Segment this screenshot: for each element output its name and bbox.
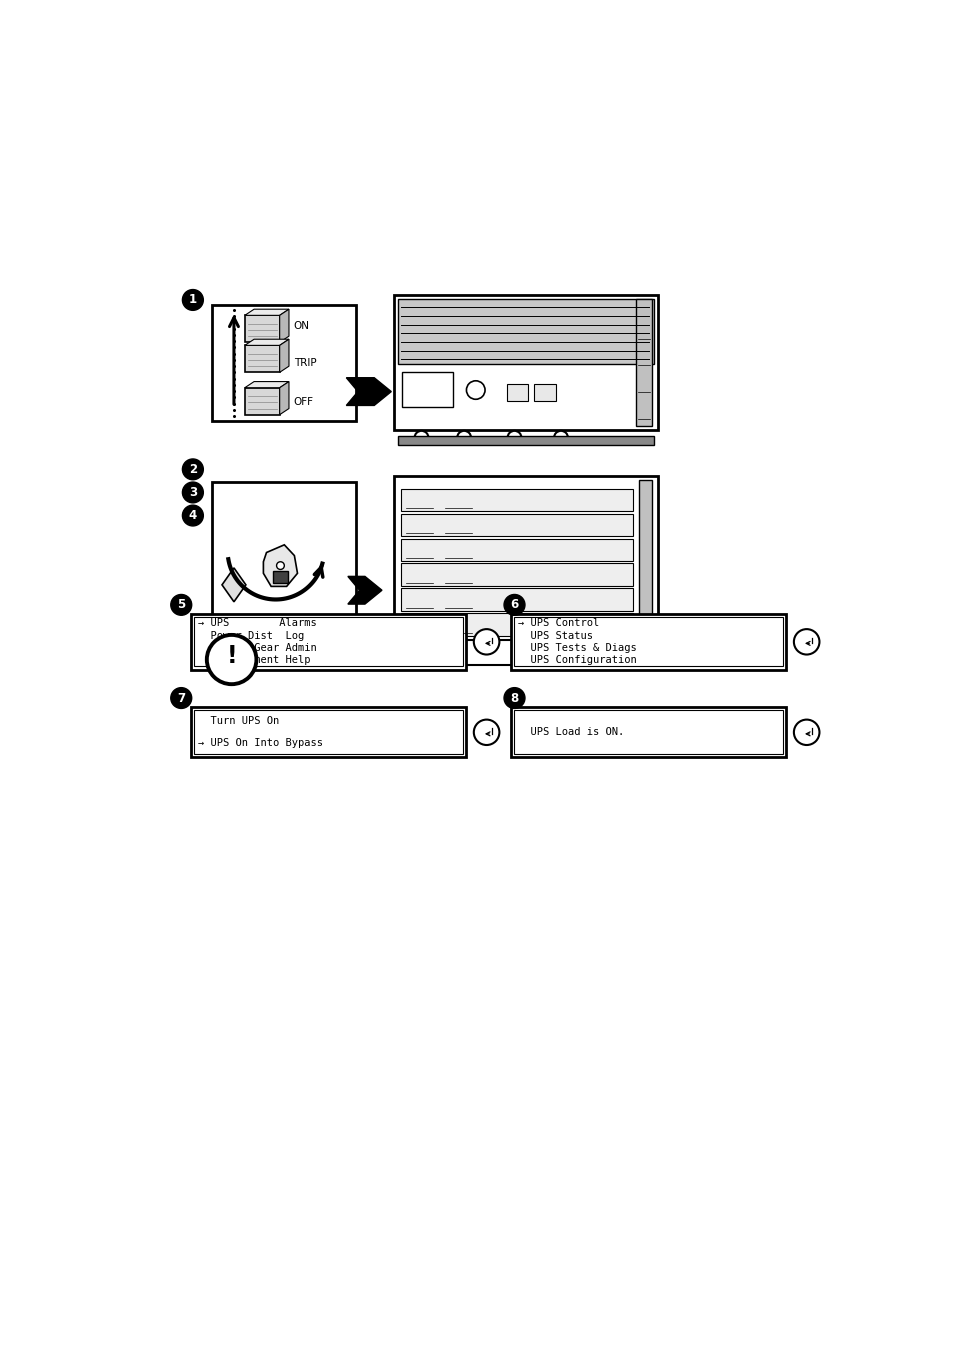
Circle shape [182, 459, 203, 480]
Polygon shape [263, 544, 297, 586]
Text: Environment Help: Environment Help [198, 655, 311, 665]
Bar [397, 436, 654, 446]
Circle shape [793, 630, 819, 654]
Bar [212, 305, 355, 422]
Polygon shape [279, 309, 289, 342]
Bar [447, 640, 525, 665]
Polygon shape [245, 339, 289, 346]
Polygon shape [348, 577, 381, 604]
Bar [397, 299, 654, 363]
Polygon shape [279, 339, 289, 373]
Bar [400, 489, 633, 512]
Text: ON: ON [294, 322, 310, 331]
Text: → UPS On Into Bypass: → UPS On Into Bypass [198, 738, 323, 748]
Bar [513, 711, 781, 754]
Text: 3: 3 [189, 486, 196, 499]
Circle shape [182, 482, 203, 503]
Text: TRIP: TRIP [294, 358, 315, 367]
Polygon shape [222, 567, 246, 601]
Text: 2: 2 [189, 463, 196, 476]
Text: Power Dist  Log: Power Dist Log [198, 631, 304, 640]
Circle shape [503, 688, 524, 708]
Bar [506, 384, 528, 401]
Circle shape [171, 688, 192, 708]
Circle shape [182, 289, 203, 311]
Text: UPS Load is ON.: UPS Load is ON. [517, 727, 624, 738]
Bar [400, 513, 633, 536]
Text: 8: 8 [510, 692, 518, 704]
Circle shape [507, 431, 521, 444]
Circle shape [474, 720, 498, 744]
Bar [636, 299, 651, 426]
Circle shape [182, 505, 203, 526]
Circle shape [207, 635, 256, 684]
Text: → UPS Control: → UPS Control [517, 619, 599, 628]
Bar [245, 315, 279, 342]
Circle shape [456, 431, 471, 444]
Circle shape [474, 630, 498, 654]
Bar [394, 477, 658, 642]
Text: 7: 7 [177, 692, 185, 704]
Polygon shape [245, 309, 289, 315]
Bar [400, 539, 633, 561]
Polygon shape [245, 381, 289, 388]
Bar [400, 588, 633, 611]
Bar [513, 617, 781, 666]
Polygon shape [346, 378, 391, 405]
Bar [402, 373, 452, 407]
Text: 5: 5 [177, 598, 185, 612]
Circle shape [466, 381, 484, 400]
Text: 6: 6 [510, 598, 518, 612]
Bar [245, 388, 279, 415]
Bar [245, 346, 279, 373]
Text: UPS Configuration: UPS Configuration [517, 655, 637, 665]
Text: Switch Gear Admin: Switch Gear Admin [198, 643, 316, 653]
Bar [193, 617, 462, 666]
Bar [638, 480, 652, 638]
Circle shape [415, 431, 428, 444]
Bar [400, 613, 633, 636]
Bar [191, 615, 465, 670]
Bar [273, 571, 288, 584]
Text: 4: 4 [189, 509, 196, 521]
Text: OFF: OFF [294, 397, 314, 407]
Circle shape [554, 431, 567, 444]
Bar [212, 482, 355, 626]
Text: Turn UPS On: Turn UPS On [198, 716, 279, 727]
Bar [400, 563, 633, 586]
Text: UPS Tests & Diags: UPS Tests & Diags [517, 643, 637, 653]
Text: !: ! [226, 644, 236, 669]
Circle shape [793, 720, 819, 744]
Bar [191, 708, 465, 758]
Text: 1: 1 [189, 293, 196, 307]
Bar [510, 708, 785, 758]
Bar [193, 711, 462, 754]
Text: → UPS        Alarms: → UPS Alarms [198, 619, 316, 628]
Text: UPS Status: UPS Status [517, 631, 593, 640]
Circle shape [171, 594, 192, 615]
Bar [534, 384, 555, 401]
Bar [394, 296, 658, 430]
Bar [510, 615, 785, 670]
Circle shape [276, 562, 284, 570]
Polygon shape [279, 381, 289, 415]
Circle shape [503, 594, 524, 615]
